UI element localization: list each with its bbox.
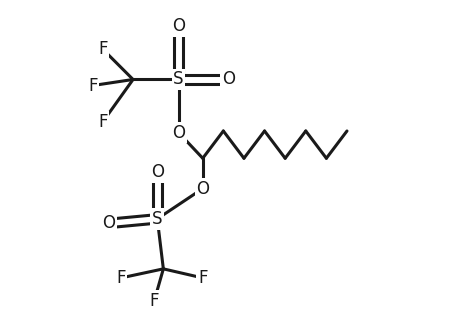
Text: F: F (98, 40, 107, 58)
Text: S: S (173, 71, 184, 88)
Text: O: O (172, 17, 185, 35)
Text: O: O (222, 71, 235, 88)
Text: O: O (172, 123, 185, 142)
Text: O: O (151, 163, 164, 181)
Text: F: F (116, 269, 126, 287)
Text: F: F (88, 77, 97, 95)
Text: F: F (198, 269, 207, 287)
Text: S: S (152, 210, 163, 228)
Text: O: O (196, 179, 209, 197)
Text: F: F (149, 292, 159, 310)
Text: O: O (102, 214, 115, 232)
Text: F: F (98, 113, 107, 131)
